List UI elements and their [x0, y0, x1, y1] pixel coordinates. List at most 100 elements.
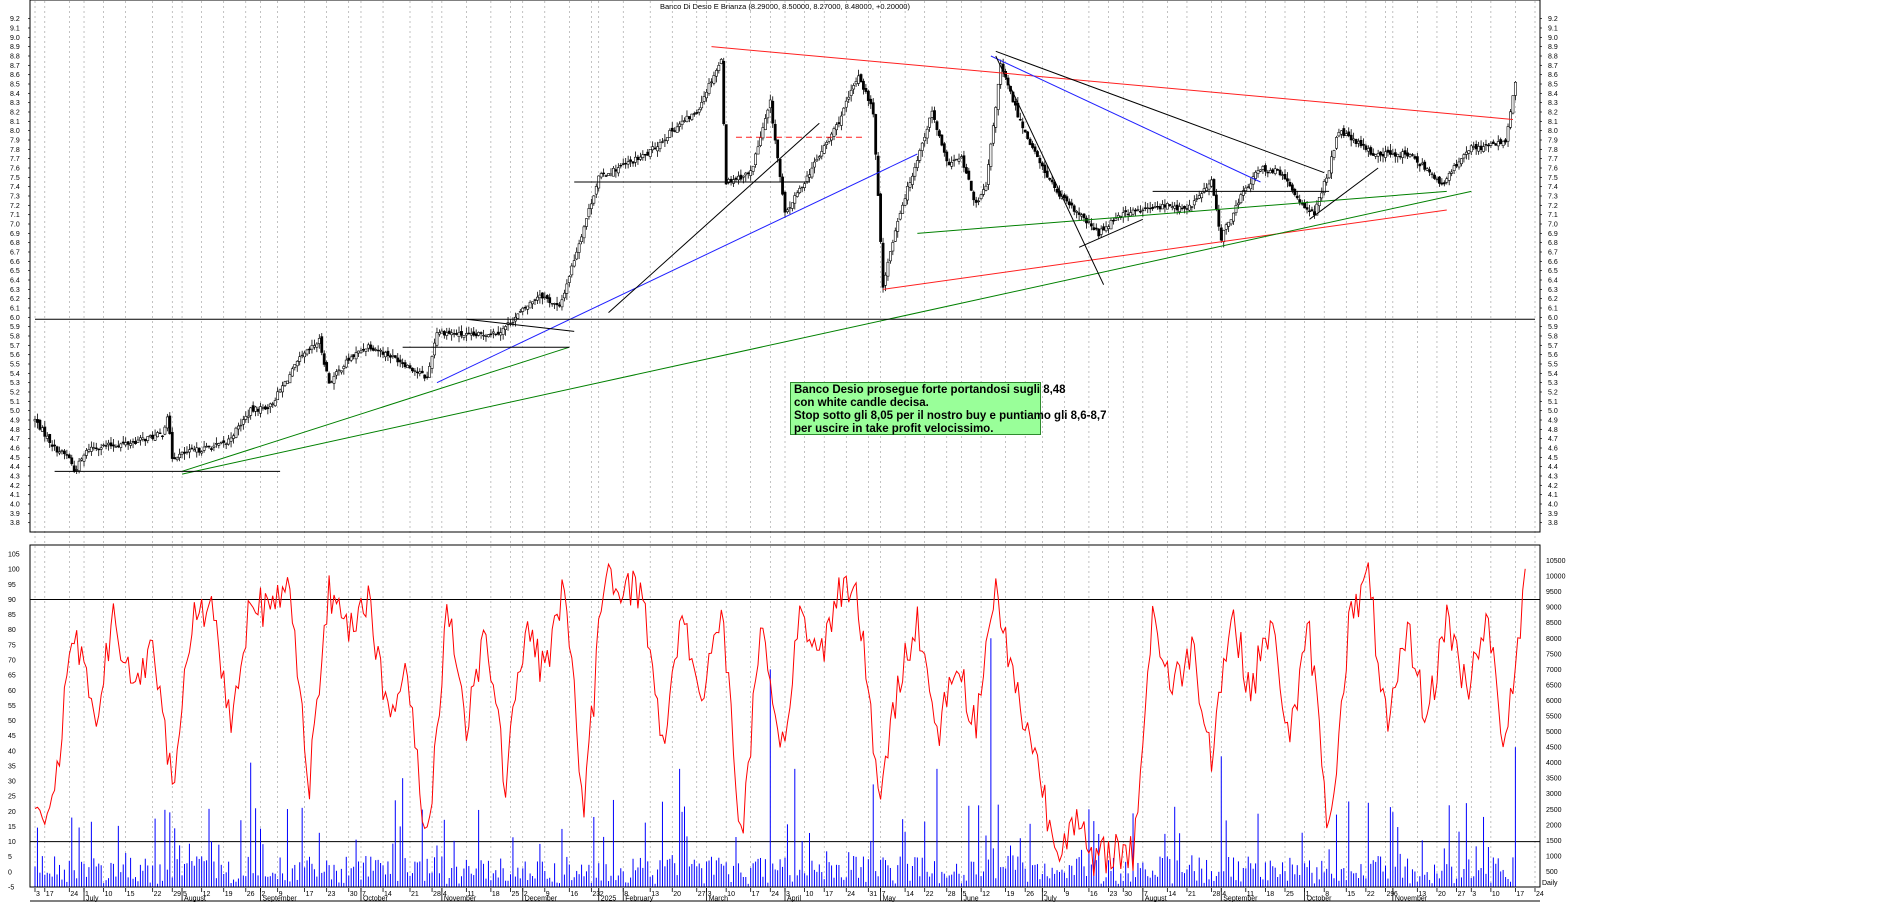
candle-up: [854, 81, 858, 85]
candle-up: [952, 159, 956, 162]
candle-up: [241, 419, 245, 425]
candle-up: [594, 186, 598, 195]
candle-up: [553, 303, 557, 305]
candle-down: [70, 457, 74, 465]
candle-down: [1045, 170, 1049, 178]
candle-up: [991, 125, 995, 144]
candle-up: [359, 350, 363, 354]
x-day-tick-label: 11: [467, 891, 474, 898]
candle-up: [246, 415, 250, 418]
candle-up: [200, 451, 204, 454]
candle-down: [1455, 164, 1458, 167]
oscillator-tick-label: 0: [8, 869, 12, 876]
x-month-label: June: [963, 896, 978, 903]
candle-up: [685, 115, 689, 123]
oscillator-series: [34, 562, 1526, 877]
price-tick-label-left: 8.2: [10, 110, 20, 117]
candle-down: [109, 442, 113, 447]
oscillator-tick-label: 5: [8, 854, 12, 861]
candle-up: [1462, 154, 1466, 159]
price-tick-label-right: 3.8: [1548, 520, 1558, 527]
candle-down: [388, 355, 392, 358]
candle-up: [705, 92, 708, 99]
candle-up: [430, 356, 434, 369]
candle-up: [129, 443, 132, 446]
candle-up: [987, 164, 990, 185]
candle-up: [1205, 187, 1208, 191]
candle-up: [766, 109, 770, 119]
candle-up: [903, 198, 907, 206]
candle-down: [489, 333, 493, 336]
x-day-tick-label: 10: [806, 891, 814, 898]
candle-up: [1224, 224, 1228, 230]
candle-up: [249, 407, 253, 416]
candle-down: [533, 299, 537, 301]
candle-up: [1496, 141, 1500, 147]
price-tick-label-left: 5.0: [10, 408, 20, 415]
candle-up: [800, 186, 804, 189]
trendline: [436, 153, 918, 384]
candle-down: [636, 156, 640, 161]
x-day-tick-label: 18: [1266, 891, 1274, 898]
price-tick-label-left: 4.3: [10, 474, 20, 481]
oscillator-tick-label: 65: [8, 673, 16, 680]
x-day-tick-label: 14: [1168, 891, 1176, 898]
candle-down: [207, 445, 211, 448]
candle-down: [210, 448, 213, 450]
volume-tick-label: 9000: [1546, 605, 1562, 612]
candle-down: [1418, 163, 1422, 167]
price-tick-label-right: 8.5: [1548, 82, 1558, 89]
candle-down: [38, 419, 42, 430]
candle-down: [494, 333, 498, 336]
candle-up: [1425, 168, 1429, 171]
price-tick-label-right: 9.1: [1548, 26, 1558, 33]
candle-down: [1290, 184, 1294, 191]
candle-up: [827, 137, 831, 142]
x-day-tick-label: 6: [1394, 891, 1398, 898]
candle-up: [805, 175, 809, 182]
candle-down: [126, 441, 130, 445]
candle-up: [290, 368, 294, 377]
oscillator-tick-label: 75: [8, 642, 16, 649]
candle-up: [822, 145, 826, 154]
candle-up: [435, 332, 439, 346]
candle-up: [1450, 171, 1454, 174]
price-tick-label-right: 5.7: [1548, 343, 1558, 350]
candle-down: [1479, 145, 1483, 151]
candle-up: [1222, 230, 1226, 243]
candle-up: [896, 221, 900, 232]
x-month-label: September: [262, 896, 297, 903]
candle-up: [136, 439, 140, 443]
candle-down: [1070, 202, 1074, 206]
volume-tick-label: 4500: [1546, 745, 1562, 752]
candle-down: [121, 441, 125, 444]
trendline: [990, 55, 1261, 183]
candle-down: [871, 102, 875, 115]
candle-up: [1489, 142, 1493, 146]
candle-down: [1031, 143, 1034, 148]
candle-down: [1138, 211, 1142, 213]
candle-up: [898, 213, 902, 220]
price-tick-label-right: 6.2: [1548, 296, 1558, 303]
candle-up: [85, 450, 88, 456]
price-tick-label-right: 4.0: [1548, 502, 1558, 509]
candle-down: [308, 348, 311, 351]
candle-up: [305, 349, 309, 355]
candle-down: [1053, 181, 1057, 188]
candle-up: [148, 435, 152, 438]
candle-up: [908, 182, 912, 188]
candle-down: [251, 405, 255, 412]
candle-down: [1094, 227, 1098, 230]
price-tick-label-right: 6.6: [1548, 259, 1558, 266]
trendlines: [35, 46, 1535, 475]
candle-up: [1391, 153, 1395, 155]
candle-down: [420, 370, 424, 374]
price-tick-label-left: 5.5: [10, 362, 20, 369]
candle-up: [244, 416, 248, 420]
candle-up: [313, 345, 316, 348]
candle-down: [1168, 204, 1172, 206]
candle-up: [1229, 219, 1233, 225]
candle-down: [1092, 227, 1096, 231]
candle-up: [582, 226, 586, 239]
